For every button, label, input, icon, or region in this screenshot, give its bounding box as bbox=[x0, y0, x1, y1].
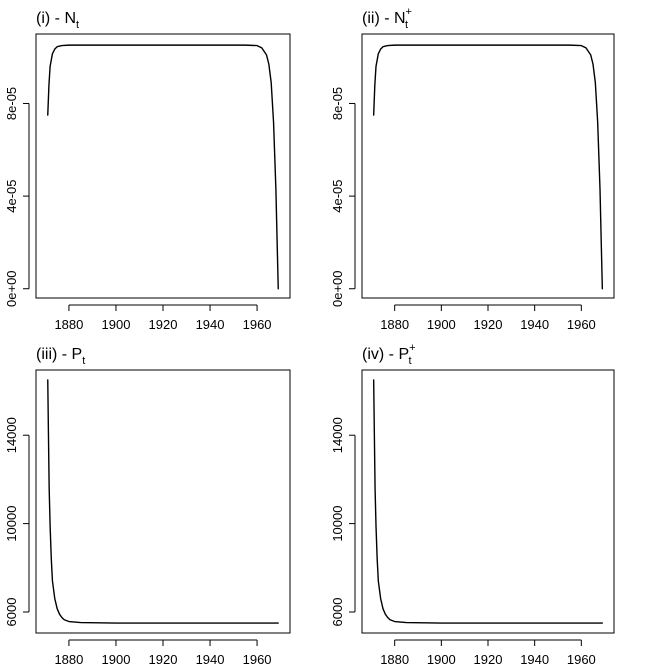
title-prefix: (i) - bbox=[36, 10, 64, 27]
title-prefix: (iii) - bbox=[36, 346, 72, 363]
x-tick-label: 1960 bbox=[243, 317, 272, 332]
x-tick-label: 1940 bbox=[196, 317, 225, 332]
x-tick-label: 1900 bbox=[427, 652, 456, 667]
title-subscript: t bbox=[405, 19, 408, 31]
title-subscript: t bbox=[82, 355, 85, 367]
title-superscript: + bbox=[409, 342, 415, 354]
y-tick-label: 6000 bbox=[330, 598, 345, 627]
x-tick-label: 1940 bbox=[196, 652, 225, 667]
panel-1-title: (i) - Nt bbox=[36, 10, 79, 31]
title-superscript: + bbox=[406, 6, 412, 18]
x-tick-label: 1920 bbox=[474, 317, 503, 332]
panel-4-plot-box bbox=[361, 369, 615, 634]
x-tick-label: 1880 bbox=[54, 317, 83, 332]
x-tick-label: 1960 bbox=[567, 652, 596, 667]
panel-3-plot-box bbox=[35, 369, 291, 634]
panel-4-title: (iv) - P+ t bbox=[362, 342, 416, 367]
title-subscript: t bbox=[76, 19, 79, 31]
title-main-symbol: N bbox=[394, 10, 406, 27]
series-line-1 bbox=[47, 44, 279, 290]
panel-1-plot-box bbox=[35, 33, 291, 299]
title-main-symbol: P bbox=[72, 346, 83, 363]
series-line-1 bbox=[47, 379, 279, 624]
x-tick-label: 1920 bbox=[149, 652, 178, 667]
y-tick-label: 10000 bbox=[4, 506, 19, 542]
title-prefix: (iv) - bbox=[362, 346, 398, 363]
y-tick-label: 14000 bbox=[330, 417, 345, 453]
y-tick-label: 10000 bbox=[330, 506, 345, 542]
panel-3: (iii) - Pt 1880 1900 1920 1940 1960 6000 10000 1… bbox=[4, 346, 291, 667]
title-main-symbol: P bbox=[398, 346, 409, 363]
y-tick-label: 4e-05 bbox=[330, 179, 345, 212]
y-tick-label: 6000 bbox=[4, 598, 19, 627]
x-tick-label: 1940 bbox=[520, 652, 549, 667]
x-tick-label: 1900 bbox=[427, 317, 456, 332]
x-tick-label: 1920 bbox=[149, 317, 178, 332]
x-tick-label: 1900 bbox=[102, 317, 131, 332]
title-subscript: t bbox=[409, 355, 412, 367]
y-tick-label: 14000 bbox=[4, 417, 19, 453]
series-line-1 bbox=[372, 379, 604, 624]
x-tick-label: 1900 bbox=[102, 652, 131, 667]
panel-2-plot-box bbox=[361, 33, 615, 299]
x-tick-label: 1960 bbox=[567, 317, 596, 332]
series-line-1 bbox=[372, 44, 604, 290]
x-tick-label: 1920 bbox=[474, 652, 503, 667]
title-prefix: (ii) - bbox=[362, 10, 394, 27]
y-tick-label: 8e-05 bbox=[330, 87, 345, 120]
title-main-symbol: N bbox=[64, 10, 76, 27]
panel-4: (iv) - P+ t 1880 1900 1920 1940 1960 6000 10000 1… bbox=[330, 342, 615, 667]
y-tick-label: 4e-05 bbox=[4, 179, 19, 212]
panel-2: (ii) - N+ t 1880 1900 1920 1940 1960 0e+00 4e-05… bbox=[330, 6, 615, 332]
x-tick-label: 1960 bbox=[243, 652, 272, 667]
panel-1: (i) - Nt 1880 1900 1920 1940 1960 0e+00 4e-05 8e… bbox=[4, 10, 291, 332]
x-tick-label: 1880 bbox=[54, 652, 83, 667]
y-tick-label: 8e-05 bbox=[4, 87, 19, 120]
y-tick-label: 0e+00 bbox=[330, 270, 345, 307]
x-tick-label: 1880 bbox=[380, 652, 409, 667]
y-tick-label: 0e+00 bbox=[4, 270, 19, 307]
panel-3-title: (iii) - Pt bbox=[36, 346, 85, 367]
x-tick-label: 1880 bbox=[380, 317, 409, 332]
x-tick-label: 1940 bbox=[520, 317, 549, 332]
panel-2-title: (ii) - N+ t bbox=[362, 6, 412, 31]
